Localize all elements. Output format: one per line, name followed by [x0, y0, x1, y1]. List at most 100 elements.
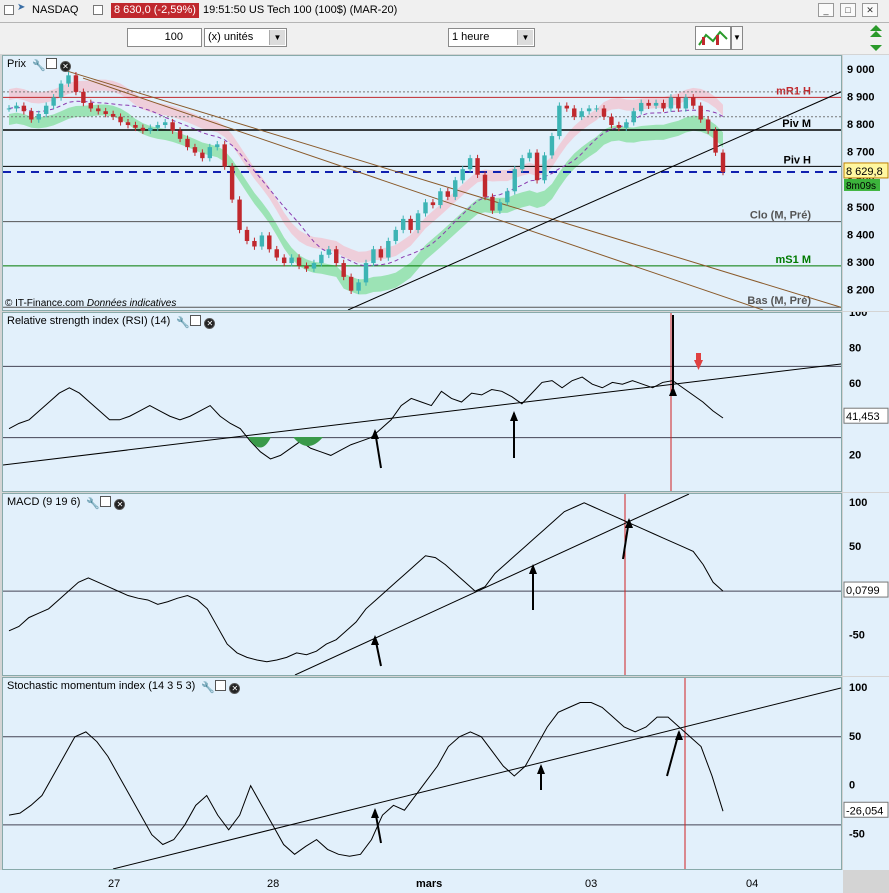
price-chart[interactable]: mR1 H Piv M Piv H Clo (M, Pré) mS1 M Bas (M, … [3, 56, 841, 310]
close-icon[interactable]: ✕ [862, 3, 878, 17]
close-icon[interactable]: ✕ [114, 499, 126, 510]
smi-chart[interactable] [3, 678, 841, 869]
candle-body [512, 169, 517, 192]
arrow-icon [669, 386, 677, 396]
maximize-icon[interactable]: □ [840, 3, 856, 17]
candle-body [713, 130, 718, 153]
y-tick: 80 [849, 343, 861, 355]
candle-body [58, 83, 64, 98]
smi-y-axis[interactable]: 100 50 0 -50 -26,054 [843, 677, 889, 870]
units-select[interactable]: (x) unités ▼ [204, 28, 287, 47]
window-icon[interactable] [100, 496, 112, 507]
y-tick: 50 [849, 541, 861, 553]
level-label: mS1 M [776, 254, 811, 266]
candle-body [549, 136, 555, 156]
sidebar-toggle[interactable] [865, 23, 887, 53]
candle-body [705, 119, 711, 131]
candle-body [415, 213, 421, 230]
close-icon[interactable]: ✕ [60, 61, 72, 72]
indicator-line [8, 376, 724, 460]
countdown-label: 8m09s [846, 181, 876, 192]
chart-type-dropdown[interactable]: ▼ [731, 26, 743, 50]
y-tick: 8 700 [847, 147, 875, 159]
candle-body [125, 122, 131, 126]
candle-body [497, 202, 503, 211]
candle-body [475, 158, 480, 175]
candle-body [579, 111, 584, 117]
x-tick: mars [416, 878, 443, 890]
candle-body [534, 152, 540, 181]
y-tick: 9 000 [847, 64, 875, 76]
oversold-fill [293, 437, 323, 446]
arrow-icon [675, 730, 683, 740]
y-tick: 8 200 [847, 285, 875, 297]
candle-body [207, 147, 213, 159]
price-panel-label: Prix [7, 58, 26, 70]
chevron-down-icon[interactable]: ▼ [269, 30, 285, 45]
wrench-icon[interactable]: 🔧 [201, 682, 216, 694]
wrench-icon[interactable]: 🔧 [176, 317, 190, 329]
candle-body [6, 108, 12, 110]
rsi-panel[interactable]: Relative strength index (RSI) (14) 🔧 ✕ [2, 312, 842, 492]
window-icon[interactable] [46, 58, 58, 69]
candle-body [423, 202, 428, 214]
period-select[interactable]: 1 heure ▼ [448, 28, 535, 47]
units-input[interactable]: 100 [127, 28, 202, 47]
macd-chart[interactable] [3, 494, 841, 675]
wrench-icon[interactable]: 🔧 [86, 498, 101, 510]
y-tick: 8 300 [847, 257, 875, 269]
window-icon[interactable] [190, 315, 202, 326]
chevron-down-icon[interactable]: ▼ [517, 30, 533, 45]
arrow-icon[interactable]: ➤ [17, 2, 26, 13]
candle-body [222, 144, 227, 167]
panel-title: Stochastic momentum index (14 3 5 3) 🔧 ✕ [7, 680, 241, 694]
candle-body [564, 105, 570, 109]
y-tick: 8 500 [847, 202, 875, 214]
candle-body [609, 116, 614, 126]
y-tick: 100 [849, 682, 867, 694]
candle-body [519, 158, 525, 170]
candle-body [96, 108, 101, 112]
arrow-icon [537, 764, 545, 774]
candle-body [29, 111, 34, 120]
close-icon[interactable]: ✕ [229, 683, 241, 694]
ichimoku-cloud-bear [9, 79, 723, 263]
candle-body [691, 97, 696, 106]
chart-type-button[interactable] [695, 26, 731, 50]
window-icon[interactable] [215, 680, 227, 691]
candle-body [683, 97, 689, 109]
candle-body [542, 155, 547, 181]
rsi-chart[interactable] [3, 313, 841, 491]
y-tick: 50 [849, 731, 861, 743]
arrow-icon [371, 429, 379, 439]
price-panel[interactable]: mR1 H Piv M Piv H Clo (M, Pré) mS1 M Bas (M, … [2, 55, 842, 311]
candle-body [281, 257, 287, 264]
time-x-axis[interactable]: 27 28 mars 03 04 [0, 870, 843, 893]
candle-body [110, 113, 116, 117]
candle-body [341, 263, 346, 277]
trendline-down [62, 69, 841, 308]
candle-body [572, 108, 577, 117]
macd-panel[interactable]: MACD (9 19 6) 🔧 ✕ [2, 493, 842, 676]
candle-body [133, 125, 138, 128]
price-change-badge: 8 630,0 (-2,59%) [111, 3, 199, 18]
close-icon[interactable]: ✕ [204, 318, 216, 329]
candle-body [668, 97, 674, 109]
sync-checkbox[interactable] [93, 5, 103, 15]
rsi-y-axis[interactable]: 1008060402041,453 [843, 307, 889, 492]
candle-body [244, 229, 250, 241]
smi-panel[interactable]: Stochastic momentum index (14 3 5 3) 🔧 ✕ [2, 677, 842, 870]
candle-body [557, 105, 562, 137]
last-value-box [843, 801, 889, 818]
candle-body [408, 218, 413, 230]
candle-body [527, 152, 532, 159]
candle-body [490, 196, 495, 211]
rsi-panel-label: Relative strength index (RSI) (14) [7, 315, 171, 327]
wrench-icon[interactable]: 🔧 [32, 60, 46, 72]
minimize-icon[interactable]: _ [818, 3, 834, 17]
link-checkbox[interactable] [4, 5, 14, 15]
candle-body [638, 102, 644, 112]
candle-body [73, 75, 79, 92]
